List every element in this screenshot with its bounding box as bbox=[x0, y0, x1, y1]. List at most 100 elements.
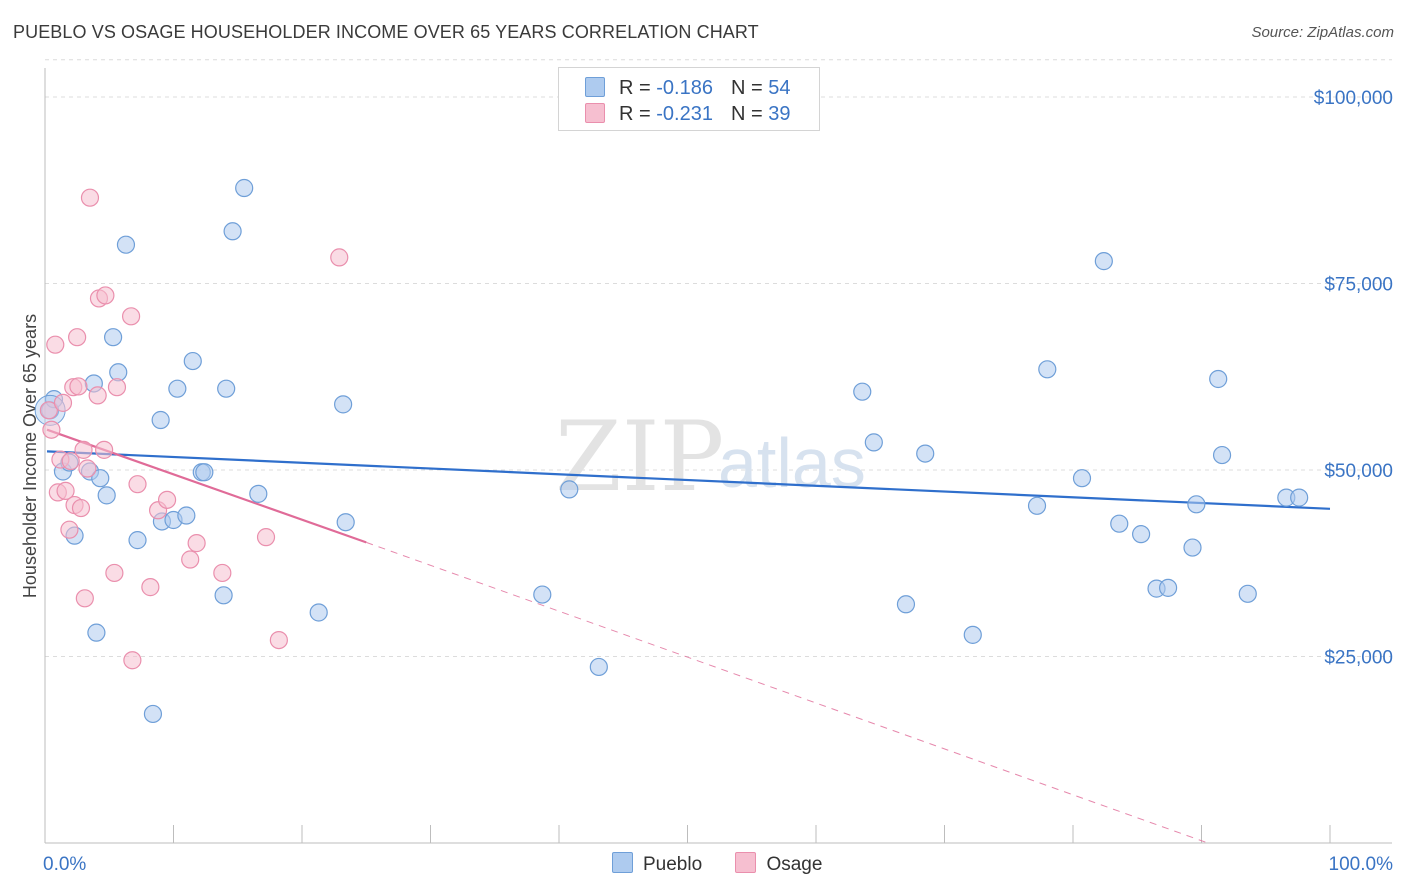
osage-swatch bbox=[735, 852, 757, 873]
pueblo-point bbox=[183, 351, 202, 371]
legend-n-label: N = bbox=[730, 103, 769, 125]
osage-swatch bbox=[585, 103, 605, 123]
osage-trend-line bbox=[46, 428, 367, 544]
legend-r-value: -0.231 bbox=[656, 103, 713, 125]
pueblo-point bbox=[560, 480, 579, 499]
pueblo-point bbox=[864, 433, 883, 452]
osage-point bbox=[46, 335, 65, 354]
pueblo-point bbox=[1027, 496, 1047, 515]
osage-point bbox=[181, 550, 200, 569]
source-credit: Source: ZipAtlas.com bbox=[1251, 24, 1394, 41]
pueblo-point bbox=[177, 506, 196, 525]
legend-item-osage[interactable]: Osage bbox=[735, 852, 822, 876]
pueblo-point bbox=[128, 531, 147, 550]
pueblo-point bbox=[1132, 525, 1151, 544]
osage-point bbox=[187, 534, 206, 553]
legend-item-pueblo[interactable]: Pueblo bbox=[612, 852, 702, 876]
pueblo-point bbox=[87, 623, 106, 642]
osage-point bbox=[88, 386, 107, 405]
osage-point bbox=[42, 420, 61, 439]
osage-trend-extension bbox=[366, 541, 1209, 844]
pueblo-point bbox=[217, 379, 236, 398]
osage-point bbox=[330, 248, 349, 267]
osage-point bbox=[157, 490, 177, 509]
axes bbox=[44, 68, 1392, 844]
series-legend: Pueblo Osage bbox=[612, 852, 850, 876]
x-tick-labels: 0.0% 100.0% bbox=[43, 854, 1393, 875]
legend-row-osage: R = -0.231 N = 39 bbox=[585, 103, 790, 129]
pueblo-point bbox=[336, 513, 355, 532]
x-tick-label: 100.0% bbox=[1329, 854, 1394, 875]
y-tick-label: $75,000 bbox=[1324, 275, 1393, 296]
pueblo-point bbox=[151, 410, 170, 430]
pueblo-point bbox=[168, 379, 187, 398]
pueblo-point bbox=[1072, 469, 1092, 488]
pueblo-point bbox=[963, 625, 982, 644]
osage-point bbox=[107, 378, 127, 397]
legend-r-label: R = bbox=[619, 77, 657, 99]
osage-point bbox=[269, 630, 288, 650]
pueblo-point bbox=[104, 328, 123, 347]
pueblo-point bbox=[1038, 360, 1057, 379]
pueblo-point bbox=[1209, 369, 1228, 389]
y-tick-label: $100,000 bbox=[1314, 88, 1393, 109]
osage-point bbox=[141, 578, 160, 597]
osage-point bbox=[128, 475, 147, 494]
y-tick-labels: $25,000 $50,000 $75,000 $100,000 bbox=[1314, 88, 1393, 669]
gridlines bbox=[45, 59, 1392, 657]
osage-point bbox=[74, 440, 93, 459]
pueblo-point bbox=[1187, 495, 1206, 514]
osage-point bbox=[105, 563, 124, 583]
pueblo-point bbox=[533, 585, 552, 604]
pueblo-point bbox=[1238, 584, 1257, 603]
pueblo-point bbox=[249, 484, 268, 503]
legend-r-label: R = bbox=[619, 103, 657, 125]
osage-point bbox=[53, 393, 73, 412]
osage-point bbox=[61, 451, 80, 471]
pueblo-point bbox=[91, 469, 110, 488]
pueblo-point bbox=[1212, 445, 1232, 465]
pueblo-point bbox=[223, 222, 242, 241]
pueblo-point bbox=[97, 486, 116, 505]
pueblo-point bbox=[1094, 252, 1113, 271]
osage-point bbox=[121, 307, 141, 326]
watermark-atlas: atlas bbox=[718, 424, 866, 502]
chart-title: PUEBLO VS OSAGE HOUSEHOLDER INCOME OVER … bbox=[13, 22, 759, 42]
pueblo-point bbox=[1290, 488, 1309, 507]
pueblo-point bbox=[853, 382, 872, 401]
osage-point bbox=[39, 401, 58, 420]
osage-point bbox=[68, 328, 87, 347]
pueblo-trend-line bbox=[46, 450, 1331, 510]
osage-point bbox=[123, 651, 142, 670]
legend-n-value: 54 bbox=[768, 77, 791, 99]
pueblo-point bbox=[235, 178, 254, 198]
osage-point bbox=[80, 188, 100, 207]
osage-point bbox=[78, 459, 97, 478]
pueblo-point bbox=[589, 657, 608, 677]
watermark: ZIP atlas bbox=[555, 401, 866, 513]
stats-legend: R = -0.186 N = 54 R = -0.231 N = 39 bbox=[558, 67, 820, 131]
pueblo-point bbox=[309, 603, 328, 622]
osage-point bbox=[71, 498, 91, 518]
x-tick-label: 0.0% bbox=[43, 854, 86, 875]
legend-r-value: -0.186 bbox=[656, 77, 713, 99]
pueblo-swatch bbox=[585, 77, 605, 97]
legend-n-value: 39 bbox=[768, 103, 791, 125]
legend-label-osage: Osage bbox=[766, 854, 823, 875]
pueblo-point bbox=[214, 586, 233, 605]
legend-row-pueblo: R = -0.186 N = 54 bbox=[585, 77, 790, 103]
legend-label-pueblo: Pueblo bbox=[643, 854, 703, 875]
pueblo-point bbox=[143, 704, 163, 724]
pueblo-point bbox=[334, 395, 353, 414]
osage-point bbox=[96, 286, 115, 305]
osage-point bbox=[69, 377, 88, 396]
osage-point bbox=[213, 563, 232, 583]
watermark-zip: ZIP bbox=[555, 401, 724, 513]
pueblo-point bbox=[195, 463, 214, 482]
pueblo-swatch bbox=[612, 852, 633, 873]
pueblo-point bbox=[1183, 538, 1202, 557]
y-tick-label: $25,000 bbox=[1324, 648, 1393, 669]
pueblo-point bbox=[1158, 578, 1178, 597]
osage-point bbox=[75, 589, 94, 608]
